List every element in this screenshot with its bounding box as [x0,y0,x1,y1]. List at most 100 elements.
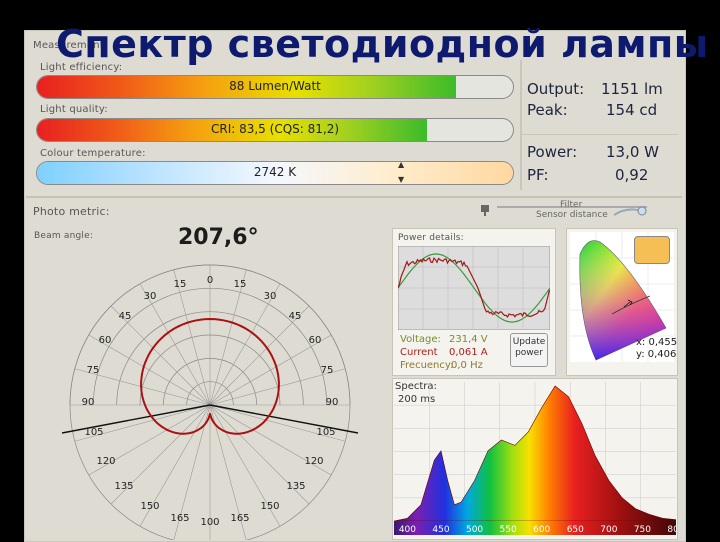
spectra-label: Spectra: [395,381,437,392]
polar-angle-label: 105 [84,427,103,438]
polar-angle-label: 100 [200,517,219,528]
peak-label: Peak: [527,101,568,119]
polar-angle-label: 30 [144,291,157,302]
colour-temperature-label: Colour temperature: [40,148,146,159]
frequency-value: 0,0 Hz [451,360,483,371]
beam-angle-label: Beam angle: [34,231,94,241]
wavelength-tick-label: 600 [533,525,550,535]
polar-spoke [139,283,211,406]
sensor-distance-slider-handle[interactable] [612,204,648,218]
polar-spoke [209,404,310,505]
current-value: 0,061 A [449,347,488,358]
cie-diagram [570,232,674,362]
update-power-button[interactable]: Update power [510,333,548,367]
spectra-time: 200 ms [398,394,436,405]
colour-temperature-value: 2742 K [253,165,297,179]
polar-angle-label: 165 [170,513,189,524]
chromaticity-marker [623,299,633,308]
wavelength-tick-label: 550 [500,525,517,535]
polar-angle-label: 15 [174,279,187,290]
colour-temperature-bar[interactable]: 2742 K [36,161,514,185]
polar-spoke [110,404,211,505]
wavelength-axis-band [394,521,676,535]
polar-spoke [88,334,211,406]
cie-x-value: x: 0,455 [636,337,678,348]
beam-edge-right [209,404,359,434]
polar-spoke [209,283,281,406]
power-label: Power: [527,143,578,161]
light-efficiency-value: 88 Lumen/Watt [229,79,321,93]
light-quality-value: CRI: 83,5 (CQS: 81,2) [210,122,340,136]
sensor-slider-track[interactable] [497,206,647,208]
photometric-label: Photo metric: [33,205,110,218]
spectrum-area [394,385,676,522]
polar-angle-label: 60 [99,335,112,346]
current-label: Current [400,347,438,358]
wavelength-tick-label: 400 [399,525,416,535]
wavelength-tick-label: 450 [432,525,449,535]
polar-spoke [74,368,211,406]
frequency-label: Frecuency: [400,360,454,371]
polar-angle-label: 75 [321,365,334,376]
filter-label: Filter [560,200,583,210]
light-efficiency-label: Light efficiency: [40,62,123,73]
polar-spoke [209,269,247,406]
temperature-down-arrow[interactable]: ▼ [398,175,405,184]
polar-intensity-curve [140,317,280,435]
polar-spoke [139,404,211,527]
light-efficiency-fill [37,76,456,98]
polar-angle-label: 150 [140,501,159,512]
polar-angle-label: 90 [82,397,95,408]
readout-divider [520,60,522,190]
polar-angle-label: 165 [230,513,249,524]
slide-title: Спектр светодиодной лампы [56,22,709,66]
output-label: Output: [527,80,585,98]
wavelength-tick-label: 800 [667,525,676,535]
polar-angle-label: 135 [114,481,133,492]
temperature-up-arrow[interactable]: ▲ [398,160,405,169]
power-value: 13,0 W [606,143,659,161]
light-quality-bar: CRI: 83,5 (CQS: 81,2) [36,118,514,142]
output-value: 1151 lm [601,80,663,98]
spectrum-chart: 400 450 500 550 600 650 700 750 800 [394,382,676,535]
polar-spoke [88,404,211,476]
wavelength-tick-label: 650 [567,525,584,535]
polar-angle-label: 105 [316,427,335,438]
polar-spoke [74,404,211,442]
waveform-plot [398,246,550,330]
wavelength-tick-label: 700 [600,525,617,535]
measurement-section-label: Measurement [33,40,104,51]
sensor-icon[interactable] [478,202,492,216]
light-quality-fill [37,119,428,141]
peak-value: 154 cd [606,101,658,119]
pf-value: 0,92 [615,166,649,184]
wavelength-tick-label: 500 [466,525,483,535]
polar-spoke [209,404,281,527]
polar-spoke [110,305,211,406]
polar-angle-label: 120 [96,456,115,467]
polar-angle-label: 45 [119,311,132,322]
polar-angle-label: 15 [234,279,247,290]
section-divider [26,196,682,198]
sensor-distance-label: Sensor distance [536,210,608,220]
polar-angle-label: 135 [286,481,305,492]
polar-spoke [209,404,247,540]
cie-y-value: y: 0,406 [636,349,677,360]
polar-spoke [209,368,346,406]
polar-angle-label: 30 [264,291,277,302]
polar-angle-label: 75 [87,365,100,376]
polar-spoke [173,269,211,406]
current-waveform [398,256,550,319]
polar-spoke [209,305,310,406]
polar-spoke [209,404,332,476]
light-efficiency-bar: 88 Lumen/Watt [36,75,514,99]
polar-spoke [209,334,332,406]
colour-swatch [634,236,670,264]
light-quality-label: Light quality: [40,104,108,115]
colour-temperature-fill [37,162,513,184]
polar-diagram: 0 15 15 30 30 45 45 60 60 75 75 90 90 105 105 120 120 135… [61,264,359,540]
voltage-value: 231,4 V [449,334,488,345]
readout-separator [522,134,678,135]
wavelength-tick-label: 750 [634,525,651,535]
pf-label: PF: [527,166,549,184]
